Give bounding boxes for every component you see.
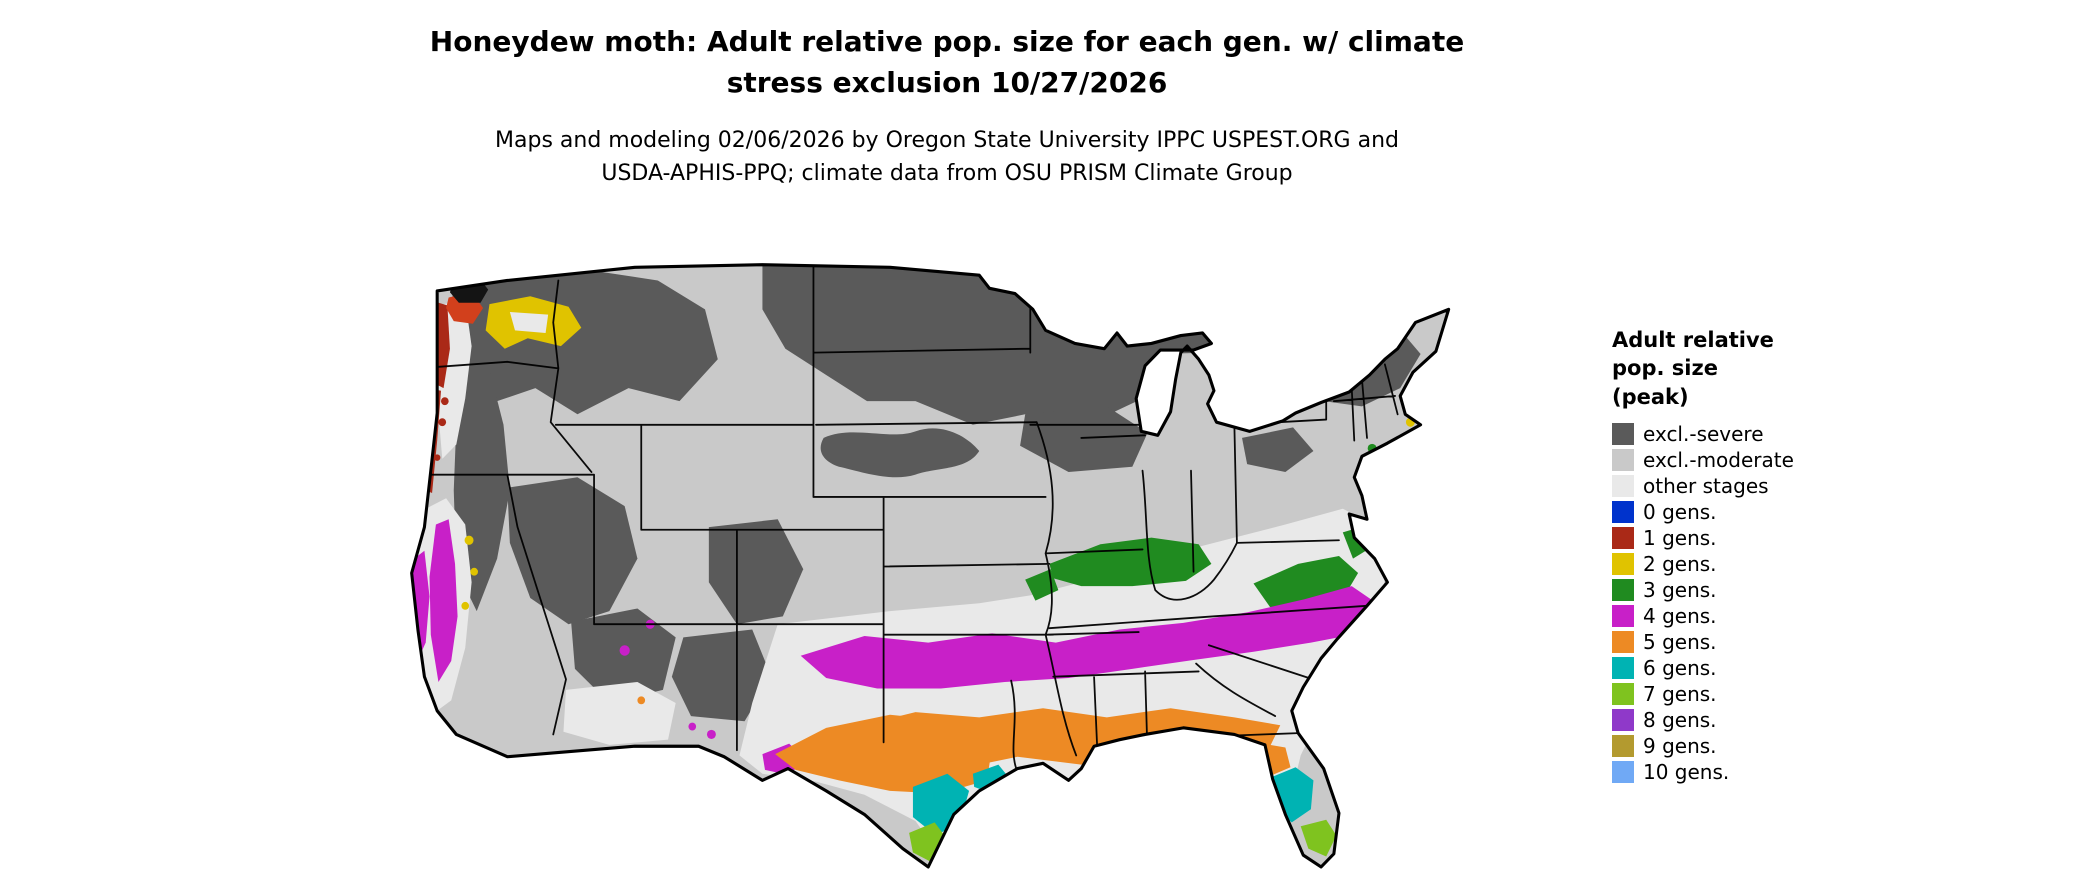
legend-item-5-gens: 5 gens. — [1612, 629, 1872, 655]
figure-title-line1: Honeydew moth: Adult relative pop. size … — [429, 25, 1465, 58]
map-legend: Adult relative pop. size (peak) excl.-se… — [1612, 326, 1872, 785]
figure-subtitle: Maps and modeling 02/06/2026 by Oregon S… — [495, 124, 1399, 190]
legend-item-0-gens: 0 gens. — [1612, 499, 1872, 525]
legend-label: 3 gens. — [1643, 578, 1717, 603]
legend-label: 1 gens. — [1643, 526, 1717, 551]
legend-label: 8 gens. — [1643, 708, 1717, 733]
legend-item-9-gens: 9 gens. — [1612, 733, 1872, 759]
legend-title-line3: (peak) — [1612, 384, 1689, 409]
us-map-figure — [410, 263, 1451, 869]
legend-item-3-gens: 3 gens. — [1612, 577, 1872, 603]
legend-title-line1: Adult relative — [1612, 328, 1774, 352]
legend-swatch — [1612, 657, 1634, 680]
legend-swatch — [1612, 761, 1634, 784]
figure-title: Honeydew moth: Adult relative pop. size … — [430, 22, 1464, 103]
legend-swatch — [1612, 527, 1634, 550]
legend-item-10-gens: 10 gens. — [1612, 759, 1872, 785]
legend-swatch — [1612, 501, 1634, 524]
figure-subtitle-line1: Maps and modeling 02/06/2026 by Oregon S… — [495, 128, 1399, 153]
legend-label: 5 gens. — [1643, 630, 1717, 655]
legend-label: 2 gens. — [1643, 552, 1717, 577]
legend-items: excl.-severe excl.-moderate other stages… — [1612, 421, 1872, 785]
legend-swatch — [1612, 709, 1634, 732]
map-patch-columbia-basin — [509, 311, 549, 333]
legend-label: 10 gens. — [1643, 760, 1730, 785]
legend-item-7-gens: 7 gens. — [1612, 681, 1872, 707]
legend-swatch — [1612, 579, 1634, 602]
legend-item-1-gens: 1 gens. — [1612, 525, 1872, 551]
legend-item-2-gens: 2 gens. — [1612, 551, 1872, 577]
legend-item-8-gens: 8 gens. — [1612, 707, 1872, 733]
map-outline — [410, 263, 1451, 869]
legend-label: 4 gens. — [1643, 604, 1717, 629]
legend-label: 6 gens. — [1643, 656, 1717, 681]
legend-swatch — [1612, 683, 1634, 706]
map-layer-7-gens — [909, 819, 1337, 862]
legend-swatch — [1612, 605, 1634, 628]
legend-swatch — [1612, 631, 1634, 654]
legend-title: Adult relative pop. size (peak) — [1612, 326, 1872, 411]
legend-label: excl.-moderate — [1643, 448, 1794, 473]
figure-title-line2: stress exclusion 10/27/2026 — [726, 65, 1168, 99]
legend-swatch — [1612, 553, 1634, 576]
legend-label: 0 gens. — [1643, 500, 1717, 525]
figure-subtitle-line2: USDA-APHIS-PPQ; climate data from OSU PR… — [601, 161, 1293, 186]
legend-swatch — [1612, 449, 1634, 472]
legend-item-6-gens: 6 gens. — [1612, 655, 1872, 681]
legend-item-4-gens: 4 gens. — [1612, 603, 1872, 629]
legend-label: other stages — [1643, 474, 1769, 499]
legend-swatch — [1612, 735, 1634, 758]
legend-swatch — [1612, 475, 1634, 498]
legend-title-line2: pop. size — [1612, 356, 1718, 381]
legend-item-excl-moderate: excl.-moderate — [1612, 447, 1872, 473]
legend-label: 7 gens. — [1643, 682, 1717, 707]
legend-swatch — [1612, 423, 1634, 446]
us-map-container — [316, 228, 1566, 884]
legend-label: excl.-severe — [1643, 422, 1764, 447]
legend-label: 9 gens. — [1643, 734, 1717, 759]
legend-item-excl-severe: excl.-severe — [1612, 421, 1872, 447]
legend-item-other-stages: other stages — [1612, 473, 1872, 499]
